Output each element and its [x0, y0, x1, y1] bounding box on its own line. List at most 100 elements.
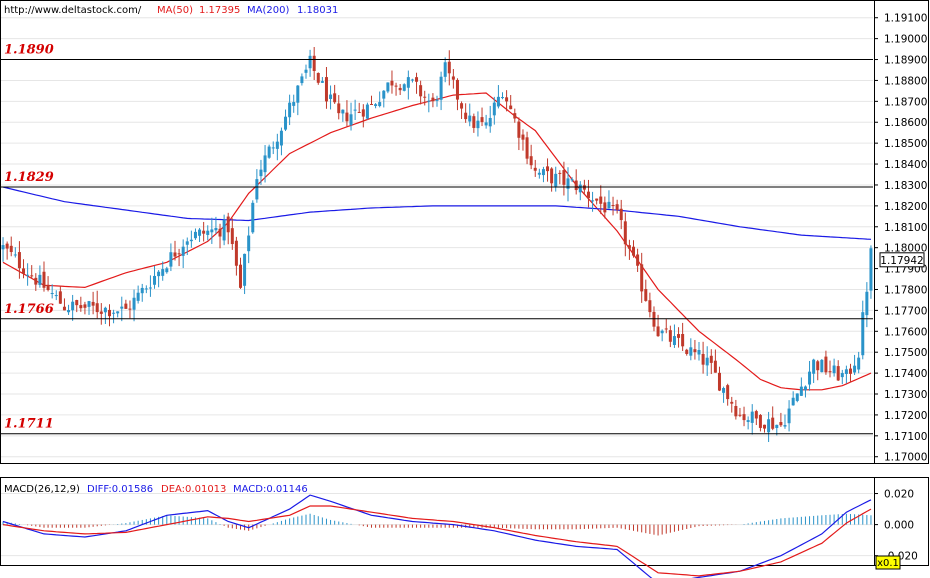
candle-body [861, 312, 865, 356]
candle-body [202, 230, 206, 234]
candle-body [1, 245, 5, 250]
current-price-marker: 1.17942 [879, 252, 925, 268]
candle-body [316, 72, 320, 83]
candle-body [783, 425, 787, 427]
macd-dea-line [2, 505, 872, 577]
candle-body [177, 253, 181, 255]
candle-body [255, 179, 259, 200]
candle-body [210, 229, 214, 233]
price-legend: http://www.deltastock.com/ MA(50) 1.1739… [4, 5, 338, 16]
candle-body [251, 202, 255, 233]
candle-body [79, 305, 83, 309]
level-label: 1.1766 [4, 302, 54, 317]
candle-body [722, 388, 726, 393]
candle-body [591, 200, 595, 202]
price-tick-label: 1.19100 [884, 13, 927, 25]
candle-body [689, 347, 693, 356]
candle-body [50, 293, 54, 295]
candle-body [857, 357, 861, 370]
candle-body [17, 252, 21, 269]
candle-body [525, 137, 529, 159]
candle-body [713, 360, 717, 373]
candle-body [865, 291, 869, 316]
candle-body [390, 80, 394, 86]
price-tick-label: 1.18200 [884, 201, 927, 213]
candle-body [193, 231, 197, 239]
candle-body [320, 81, 324, 83]
candle-body [562, 170, 566, 185]
candle-body [672, 336, 676, 345]
candle-body [558, 172, 562, 174]
candle-body [439, 76, 443, 100]
candle-body [419, 85, 423, 97]
candle-body [406, 77, 410, 88]
price-tick-label: 1.17500 [884, 347, 927, 359]
price-tick-label: 1.17000 [884, 452, 927, 464]
candle-body [501, 97, 505, 99]
candle-body [521, 134, 525, 140]
candle-body [54, 295, 58, 297]
candle-body [148, 287, 152, 289]
candle-body [120, 306, 124, 309]
candle-body [173, 252, 177, 257]
candle-body [820, 359, 824, 373]
candle-body [345, 112, 349, 122]
candle-body [824, 356, 828, 373]
candle-body [652, 311, 656, 327]
macd-scale-badge-label[interactable]: x0.1 [877, 558, 899, 569]
candle-body [34, 277, 38, 285]
candle-body [369, 103, 373, 105]
candle-body [693, 349, 697, 353]
price-axis-frame [874, 0, 929, 464]
candle-body [496, 96, 500, 107]
candle-body [451, 76, 455, 80]
candle-body [480, 117, 484, 123]
candle-body [509, 105, 513, 110]
ma200-legend-value: 1.18031 [297, 5, 338, 16]
candle-body [279, 130, 283, 146]
candle-body [58, 291, 62, 304]
candle-body [140, 287, 144, 294]
candle-body [529, 156, 533, 166]
macd-diff-label: DIFF:0.01586 [87, 484, 153, 495]
macd-tick-label: 0.000 [884, 520, 914, 532]
candle-body [656, 326, 660, 337]
candle-body [832, 365, 836, 374]
candle-body [292, 102, 296, 106]
candle-body [128, 308, 132, 310]
candle-body [30, 275, 34, 277]
candle-body [103, 307, 107, 313]
candle-body [484, 122, 488, 126]
price-tick-label: 1.17400 [884, 368, 927, 380]
candle-body [492, 102, 496, 116]
candle-body [533, 167, 537, 171]
candle-body [709, 355, 713, 363]
candle-body [71, 301, 75, 311]
candle-body [468, 115, 472, 122]
candle-body [460, 103, 464, 109]
candle-body [247, 235, 251, 252]
level-label: 1.1711 [4, 417, 54, 432]
candle-body [169, 252, 173, 267]
candle-body [648, 300, 652, 313]
candle-body [640, 264, 644, 292]
candle-body [844, 369, 848, 374]
macd-scale-badge[interactable]: x0.1 [875, 555, 901, 570]
candle-body [779, 422, 783, 426]
macd-scale-badge-box[interactable] [875, 555, 901, 570]
candle-body [185, 241, 189, 245]
price-tick-label: 1.17800 [884, 284, 927, 296]
candle-body [570, 179, 574, 181]
candle-body [586, 191, 590, 199]
candle-body [304, 69, 308, 73]
candle-body [165, 268, 169, 273]
candle-body [668, 330, 672, 342]
candlesticks [1, 47, 873, 443]
candle-body [791, 397, 795, 406]
candle-body [415, 77, 419, 82]
ma50-legend-value: 1.17395 [199, 5, 240, 16]
price-tick-label: 1.18400 [884, 159, 927, 171]
candle-body [848, 368, 852, 374]
candle-body [775, 424, 779, 429]
candle-body [378, 102, 382, 107]
